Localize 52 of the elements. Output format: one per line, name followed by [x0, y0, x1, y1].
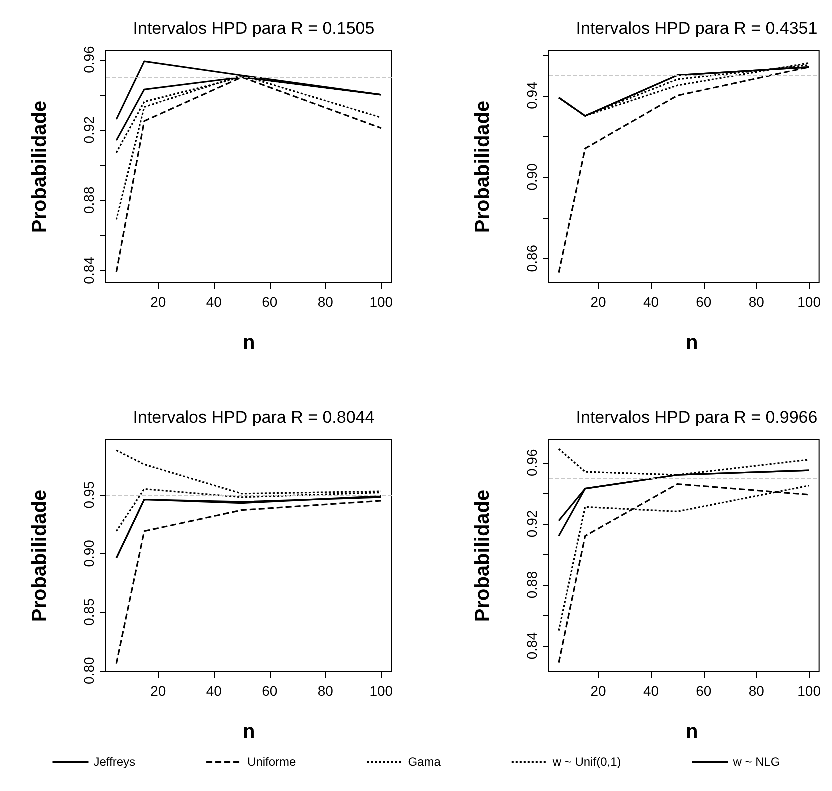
x-tick-label: 100 [370, 294, 394, 310]
y-tick-label: 0.96 [81, 46, 97, 74]
chart-title: Intervalos HPD para R = 0.9966 [576, 408, 818, 427]
x-tick-label: 60 [262, 294, 278, 310]
legend-label: Uniforme [248, 755, 297, 769]
x-tick-label: 100 [798, 683, 822, 699]
x-tick-label: 80 [748, 683, 765, 699]
x-tick-label: 80 [318, 683, 334, 699]
x-axis-title: n [686, 721, 698, 743]
y-tick-label: 0.88 [524, 571, 540, 599]
x-tick-label: 20 [150, 294, 166, 310]
legend-label: Jeffreys [94, 755, 136, 769]
x-axis-title: n [243, 332, 256, 354]
chart-title: Intervalos HPD para R = 0.8044 [133, 408, 375, 427]
y-tick-label: 0.84 [524, 632, 540, 660]
y-tick-label: 0.92 [524, 510, 540, 538]
x-tick-label: 40 [206, 294, 222, 310]
x-tick-label: 40 [643, 294, 660, 310]
x-tick-label: 20 [150, 683, 166, 699]
y-tick-label: 0.92 [81, 116, 97, 144]
y-tick-label: 0.88 [81, 186, 97, 214]
y-tick-label: 0.80 [81, 656, 97, 684]
x-tick-label: 40 [643, 683, 660, 699]
y-axis-title: Probabilidade [29, 490, 51, 622]
legend-label: w ~ Unif(0,1) [552, 755, 622, 769]
x-tick-label: 60 [696, 683, 712, 699]
x-tick-label: 20 [590, 683, 607, 699]
x-tick-label: 40 [206, 683, 222, 699]
y-tick-label: 0.94 [524, 82, 540, 110]
y-tick-label: 0.95 [81, 481, 97, 509]
y-tick-label: 0.85 [81, 598, 97, 626]
chart-title: Intervalos HPD para R = 0.4351 [576, 19, 818, 38]
legend-label: Gama [408, 755, 442, 769]
x-tick-label: 60 [262, 683, 278, 699]
y-tick-label: 0.90 [524, 163, 540, 191]
x-tick-label: 100 [370, 683, 394, 699]
x-axis-title: n [686, 332, 698, 354]
y-axis-title: Probabilidade [29, 100, 51, 234]
x-axis-title: n [243, 721, 256, 743]
chart-title: Intervalos HPD para R = 0.1505 [133, 19, 375, 38]
x-tick-label: 20 [590, 294, 607, 310]
y-tick-label: 0.84 [81, 256, 97, 284]
y-tick-label: 0.86 [524, 244, 540, 272]
y-axis-title: Probabilidade [472, 490, 494, 622]
x-tick-label: 80 [318, 294, 334, 310]
x-tick-label: 100 [798, 294, 822, 310]
y-tick-label: 0.96 [524, 449, 540, 477]
x-tick-label: 80 [748, 294, 765, 310]
x-tick-label: 60 [696, 294, 712, 310]
y-axis-title: Probabilidade [472, 100, 494, 234]
legend-label: w ~ NLG [732, 755, 780, 769]
y-tick-label: 0.90 [81, 540, 97, 568]
